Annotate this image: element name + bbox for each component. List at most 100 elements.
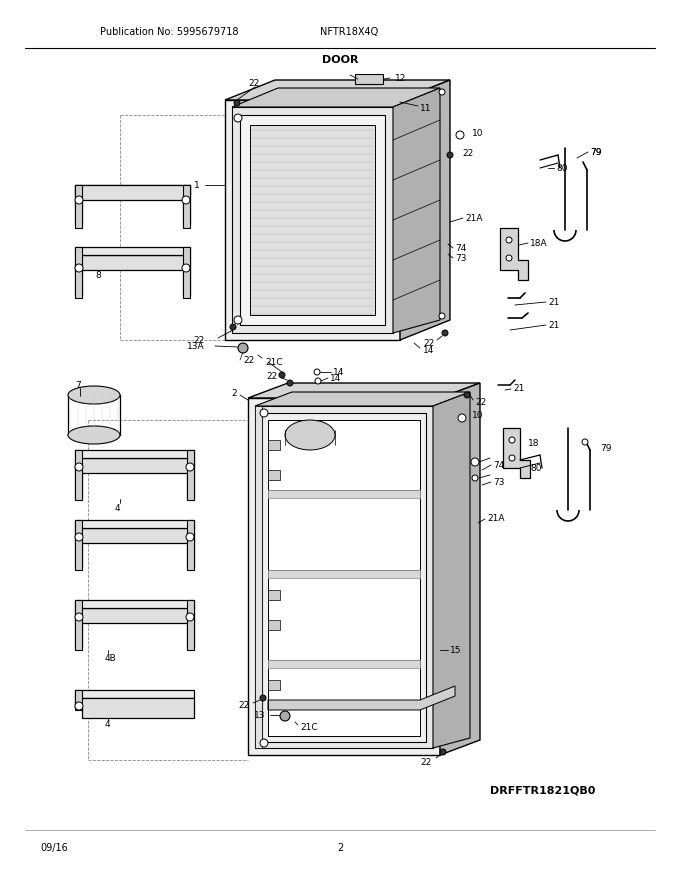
Polygon shape [75,255,190,295]
Text: 80: 80 [530,464,541,473]
Ellipse shape [472,475,478,481]
Text: 14: 14 [333,368,344,377]
Polygon shape [433,392,470,748]
Ellipse shape [471,458,479,466]
Text: 22: 22 [248,78,259,87]
Text: 21A: 21A [465,214,483,223]
Text: 11: 11 [420,104,432,113]
Polygon shape [75,450,194,458]
Polygon shape [187,520,194,570]
Polygon shape [75,247,82,298]
Polygon shape [250,125,375,315]
Ellipse shape [440,749,446,755]
Text: 10: 10 [472,410,483,420]
Polygon shape [440,383,480,755]
Text: NFTR18X4Q: NFTR18X4Q [320,27,378,37]
Polygon shape [400,80,450,340]
Text: 21C: 21C [265,357,283,366]
Text: DRFFTR1821QB0: DRFFTR1821QB0 [490,785,596,795]
Polygon shape [255,406,433,748]
Text: 18: 18 [528,438,539,448]
Text: 21A: 21A [487,514,505,523]
Polygon shape [75,698,194,718]
Polygon shape [183,247,190,298]
Ellipse shape [186,463,194,471]
Text: 14: 14 [330,373,341,383]
Ellipse shape [230,324,236,330]
Ellipse shape [234,316,242,324]
Polygon shape [183,185,190,228]
Text: 21: 21 [513,384,524,392]
Ellipse shape [509,455,515,461]
Text: Publication No: 5995679718: Publication No: 5995679718 [100,27,239,37]
Text: 22: 22 [243,356,255,364]
Ellipse shape [75,533,83,541]
Text: 1: 1 [194,180,200,189]
Ellipse shape [315,378,321,384]
Text: 79: 79 [600,444,611,452]
Text: 74: 74 [493,460,505,470]
Polygon shape [268,620,280,630]
Text: 4B: 4B [105,654,117,663]
Ellipse shape [506,237,512,243]
Polygon shape [225,80,450,100]
Ellipse shape [458,414,466,422]
Polygon shape [268,680,280,690]
Ellipse shape [280,711,290,721]
Ellipse shape [279,372,285,378]
Polygon shape [187,450,194,500]
Ellipse shape [285,420,335,450]
Text: 73: 73 [455,253,466,262]
Polygon shape [75,690,82,710]
Ellipse shape [439,313,445,319]
Ellipse shape [68,426,120,444]
Text: 22: 22 [421,758,432,766]
Ellipse shape [75,264,83,272]
Ellipse shape [186,533,194,541]
Text: 4: 4 [105,720,111,729]
Text: 80: 80 [556,164,568,172]
Polygon shape [232,88,440,107]
Ellipse shape [75,463,83,471]
Polygon shape [225,100,400,340]
Polygon shape [75,600,82,650]
Text: 22: 22 [475,398,486,407]
Text: 15: 15 [450,646,462,655]
Polygon shape [75,247,190,255]
Polygon shape [268,590,280,600]
Polygon shape [240,115,385,325]
Text: 22: 22 [239,700,250,709]
Text: DOOR: DOOR [322,55,358,65]
Polygon shape [503,428,530,478]
Text: 18A: 18A [530,238,547,247]
Text: 22: 22 [194,335,205,344]
Text: 79: 79 [590,148,602,157]
Polygon shape [268,686,455,710]
Text: 7: 7 [75,380,81,390]
Text: 73: 73 [493,478,505,487]
Polygon shape [268,570,420,578]
Ellipse shape [75,613,83,621]
Text: 09/16: 09/16 [40,843,68,853]
Ellipse shape [75,196,83,204]
Polygon shape [75,458,194,498]
Text: 14: 14 [423,346,435,355]
Ellipse shape [287,380,293,386]
Text: 74: 74 [455,244,466,253]
Ellipse shape [260,695,266,701]
Text: 22: 22 [267,371,278,380]
Ellipse shape [506,255,512,261]
Text: 4: 4 [115,503,120,512]
Text: 13A: 13A [188,341,205,350]
Polygon shape [75,528,194,568]
Ellipse shape [442,330,448,336]
Polygon shape [75,185,190,195]
Polygon shape [268,440,280,450]
Polygon shape [232,107,393,333]
Ellipse shape [509,437,515,443]
Text: 10: 10 [472,128,483,137]
Text: 21C: 21C [300,722,318,731]
Polygon shape [75,185,82,228]
Text: 22: 22 [424,339,435,348]
Polygon shape [187,600,194,650]
